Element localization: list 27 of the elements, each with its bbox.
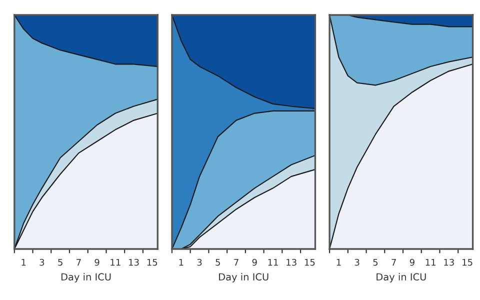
x-axis-title: Day in ICU xyxy=(219,273,268,282)
x-axis-title: Day in ICU xyxy=(61,273,111,282)
x-axis-title: Day in ICU xyxy=(376,273,426,282)
x-tick-label: 9 xyxy=(252,258,257,266)
x-tick-label: 11 xyxy=(110,259,120,266)
x-tick-label: 1 xyxy=(179,259,184,266)
x-tick-label: 5 xyxy=(58,259,62,266)
x-tick-label: 9 xyxy=(410,258,414,266)
x-tick-label: 9 xyxy=(94,258,100,266)
x-tick-label: 3 xyxy=(354,258,360,266)
x-tick-label: 1 xyxy=(22,259,26,266)
x-tick-label: 1 xyxy=(336,259,341,266)
x-tick-label: 11 xyxy=(268,259,278,266)
x-tick-label: 13 xyxy=(286,258,296,266)
x-tick-label: 13 xyxy=(129,258,139,266)
x-tick-label: 13 xyxy=(444,258,454,266)
x-tick-label: 7 xyxy=(76,259,81,266)
x-tick-label: 3 xyxy=(197,258,202,266)
x-tick-label: 15 xyxy=(304,259,315,266)
x-tick-label: 5 xyxy=(373,259,378,266)
x-tick-label: 15 xyxy=(462,259,472,266)
x-tick-label: 5 xyxy=(216,259,220,266)
x-tick-label: 11 xyxy=(426,259,436,266)
x-tick-label: 15 xyxy=(147,259,158,266)
x-tick-label: 7 xyxy=(234,259,238,266)
x-tick-label: 3 xyxy=(40,258,44,266)
x-tick-label: 7 xyxy=(392,259,396,266)
